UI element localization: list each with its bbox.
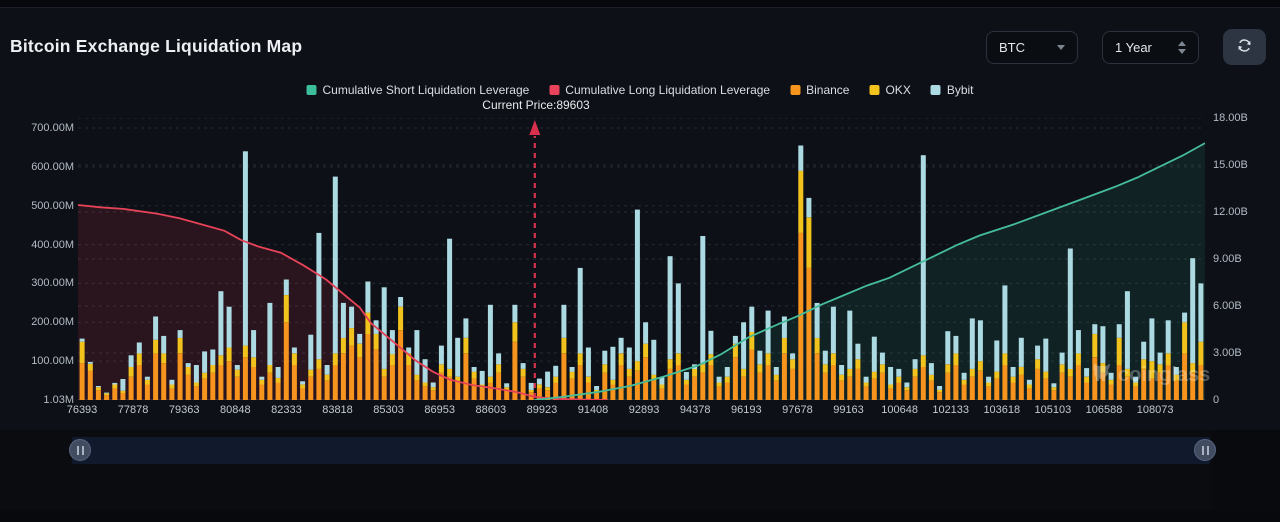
legend-item-3[interactable]: OKX — [869, 83, 911, 97]
period-select-value: 1 Year — [1115, 39, 1152, 55]
gridlines — [78, 118, 1205, 400]
y-axis-left-tick: 600.00M — [31, 160, 74, 173]
chevron-down-icon — [1057, 44, 1065, 50]
page-title: Bitcoin Exchange Liquidation Map — [10, 36, 303, 56]
current-price-label: Current Price:89603 — [482, 98, 590, 112]
range-slider-right-handle[interactable] — [1194, 439, 1216, 461]
x-axis-tick: 77878 — [117, 404, 149, 416]
y-axis-left-tick: 300.00M — [31, 277, 74, 290]
legend-swatch-icon — [549, 85, 560, 95]
y-axis-right-tick: 15.00B — [1213, 159, 1248, 171]
legend-label: Cumulative Long Liquidation Leverage — [565, 83, 771, 97]
grip-icon — [76, 445, 79, 455]
y-axis-left-tick: 100.00M — [31, 355, 74, 368]
up-down-spinner-icon — [1178, 40, 1186, 54]
x-axis-tick: 108073 — [1136, 404, 1174, 416]
x-axis-tick: 88603 — [475, 404, 507, 416]
x-axis-tick: 96193 — [731, 404, 762, 416]
grip-icon — [1206, 445, 1209, 455]
legend-label: Binance — [806, 83, 850, 97]
legend-item-0[interactable]: Cumulative Short Liquidation Leverage — [306, 83, 529, 97]
y-axis-right-tick: 6.00B — [1213, 300, 1242, 312]
legend-swatch-icon — [790, 85, 801, 95]
y-axis-left-tick: 400.00M — [31, 238, 74, 251]
x-axis-tick: 82333 — [271, 404, 302, 416]
top-strip — [0, 0, 1280, 8]
y-axis-left-tick: 1.03M — [43, 393, 74, 406]
x-axis-tick: 85303 — [373, 404, 404, 416]
grip-icon — [1201, 445, 1204, 455]
y-axis-right-tick: 9.00B — [1213, 253, 1242, 265]
range-slider-track[interactable] — [72, 437, 1210, 464]
symbol-select-value: BTC — [999, 39, 1025, 55]
x-axis-tick: 106588 — [1085, 404, 1123, 416]
x-axis-tick: 86953 — [424, 404, 455, 416]
range-slider — [0, 430, 1280, 522]
x-axis-tick: 76393 — [66, 404, 98, 416]
y-axis-left-tick: 700.00M — [31, 122, 74, 134]
x-axis-tick: 79363 — [168, 404, 200, 416]
symbol-select[interactable]: BTC — [986, 30, 1078, 64]
legend-swatch-icon — [930, 85, 941, 95]
chart-legend: Cumulative Short Liquidation Leverage Cum… — [306, 83, 974, 97]
legend-item-4[interactable]: Bybit — [930, 83, 974, 97]
area-fill — [534, 143, 1205, 400]
y-axis-left-tick: 200.00M — [31, 316, 74, 329]
x-axis-tick: 80848 — [220, 404, 251, 416]
y-axis-left-tick: 500.00M — [31, 199, 74, 212]
legend-label: Bybit — [946, 83, 974, 97]
x-axis-tick: 99163 — [833, 404, 864, 416]
x-axis-tick: 91408 — [577, 404, 609, 416]
y-axis-right-tick: 0 — [1213, 394, 1220, 406]
x-axis-tick: 102133 — [932, 404, 970, 416]
x-axis-tick: 103618 — [983, 404, 1021, 416]
legend-label: OKX — [885, 83, 911, 97]
legend-swatch-icon — [869, 85, 880, 95]
grip-icon — [81, 445, 84, 455]
x-axis-tick: 100648 — [881, 404, 918, 416]
liquidation-chart-plot[interactable] — [78, 118, 1205, 400]
range-slider-left-handle[interactable] — [69, 439, 91, 461]
x-axis-tick: 89923 — [526, 404, 558, 416]
bottom-strip — [0, 510, 1280, 522]
slider-right-margin — [1212, 430, 1280, 522]
x-axis-tick: 92893 — [628, 404, 660, 416]
refresh-icon — [1236, 37, 1253, 57]
x-axis-tick: 94378 — [679, 404, 711, 416]
legend-label: Cumulative Short Liquidation Leverage — [322, 83, 530, 97]
period-select[interactable]: 1 Year — [1102, 30, 1199, 64]
current-price-arrow — [529, 120, 541, 398]
legend-item-1[interactable]: Cumulative Long Liquidation Leverage — [549, 83, 770, 97]
x-axis-tick: 83818 — [322, 404, 353, 416]
x-axis-tick: 97678 — [782, 404, 813, 416]
y-axis-right-tick: 12.00B — [1213, 206, 1248, 218]
chart-controls: BTC 1 Year — [986, 29, 1266, 65]
x-axis-tick: 105103 — [1034, 404, 1072, 416]
y-axis-right-tick: 3.00B — [1213, 347, 1242, 359]
y-axis-right-tick: 18.00B — [1213, 112, 1248, 124]
legend-swatch-icon — [306, 85, 317, 95]
refresh-button[interactable] — [1223, 29, 1266, 65]
bars-layer — [79, 145, 1204, 400]
legend-item-2[interactable]: Binance — [790, 83, 849, 97]
cumulative-line — [534, 142, 1205, 400]
cumulative-line — [78, 204, 608, 400]
